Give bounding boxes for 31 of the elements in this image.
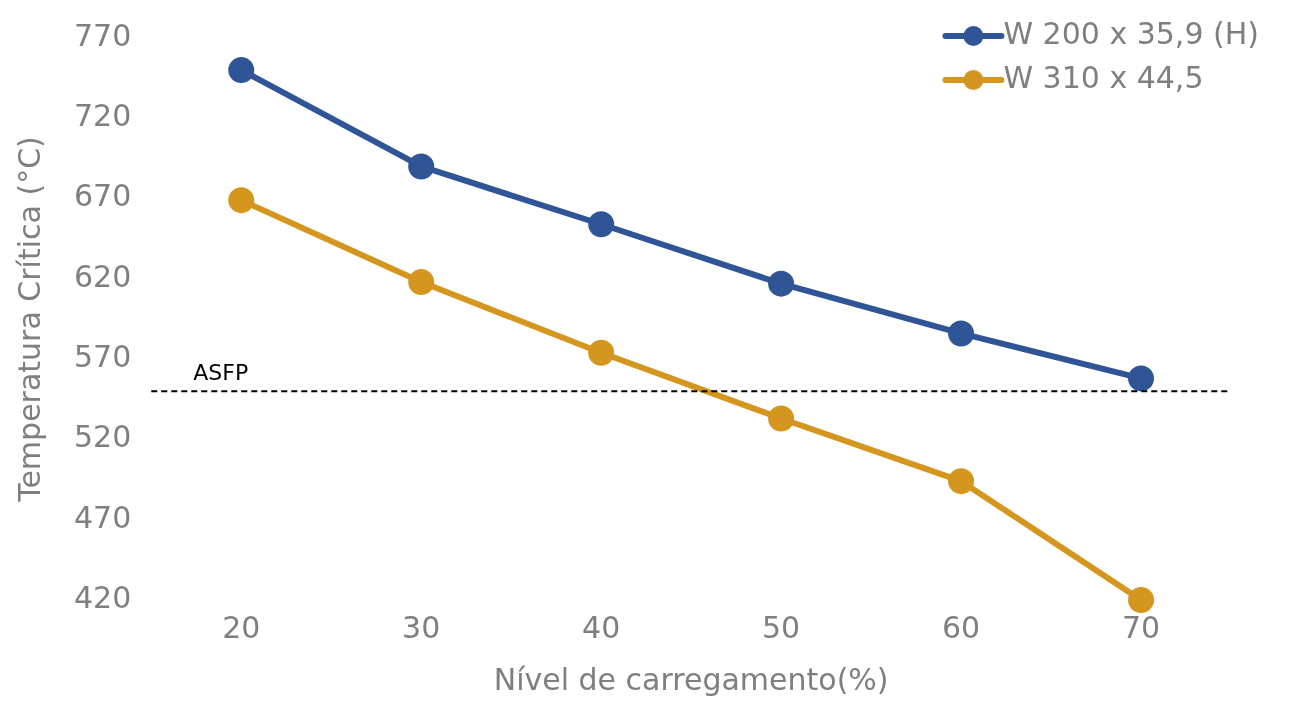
point [408, 153, 435, 180]
point [768, 270, 795, 297]
point [948, 320, 975, 347]
x-tick-label: 70 [1121, 609, 1161, 645]
y-tick-label: 470 [74, 499, 132, 535]
x-tick-label: 50 [762, 609, 801, 645]
point [588, 339, 615, 366]
y-tick-label: 420 [74, 579, 132, 615]
x-tick-label: 40 [582, 609, 621, 645]
x-tick-label: 30 [402, 609, 441, 645]
legend-label: W 310 x 44,5 [1003, 59, 1204, 95]
point [588, 211, 615, 238]
point [408, 269, 435, 296]
y-tick-label: 520 [74, 419, 132, 455]
ref-line-label: ASFP [193, 359, 249, 385]
y-axis-title: Temperatura Crítica (°C) [11, 136, 47, 503]
y-tick-label: 770 [74, 17, 132, 53]
point [1128, 365, 1155, 392]
y-tick-label: 720 [74, 98, 132, 134]
point [768, 405, 795, 432]
legend-label: W 200 x 35,9 (H) [1003, 15, 1260, 51]
y-tick-label: 670 [74, 178, 132, 214]
point [228, 187, 255, 214]
y-tick-label: 620 [74, 258, 132, 294]
point [948, 468, 975, 495]
x-axis-title: Nível de carregamento(%) [493, 661, 889, 697]
point [1128, 587, 1155, 613]
y-tick-label: 570 [74, 338, 132, 374]
point [228, 57, 255, 84]
x-tick-label: 20 [222, 609, 261, 645]
x-tick-label: 60 [941, 609, 981, 645]
